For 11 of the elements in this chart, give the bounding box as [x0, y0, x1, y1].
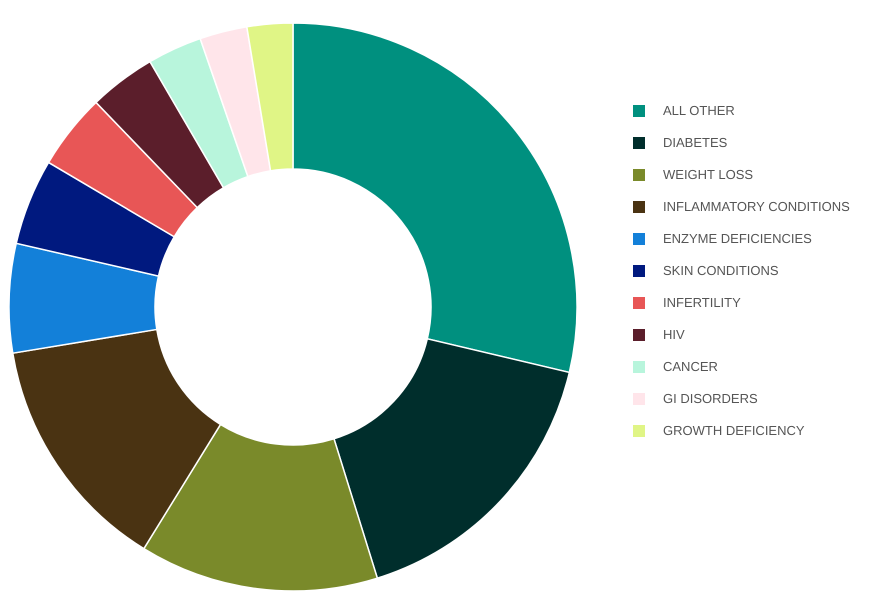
legend-label: ALL OTHER: [663, 103, 735, 119]
legend-label: INFERTILITY: [663, 295, 741, 311]
legend-label: HIV: [663, 327, 685, 343]
legend-label: DIABETES: [663, 135, 728, 151]
legend-label: SKIN CONDITIONS: [663, 263, 779, 279]
legend-label: WEIGHT LOSS: [663, 167, 754, 183]
legend-label: GROWTH DEFICIENCY: [663, 423, 805, 439]
legend-label: INFLAMMATORY CONDITIONS: [663, 199, 850, 215]
legend-label: GI DISORDERS: [663, 391, 758, 407]
legend-label: CANCER: [663, 359, 718, 375]
legend-label: ENZYME DEFICIENCIES: [663, 231, 812, 247]
